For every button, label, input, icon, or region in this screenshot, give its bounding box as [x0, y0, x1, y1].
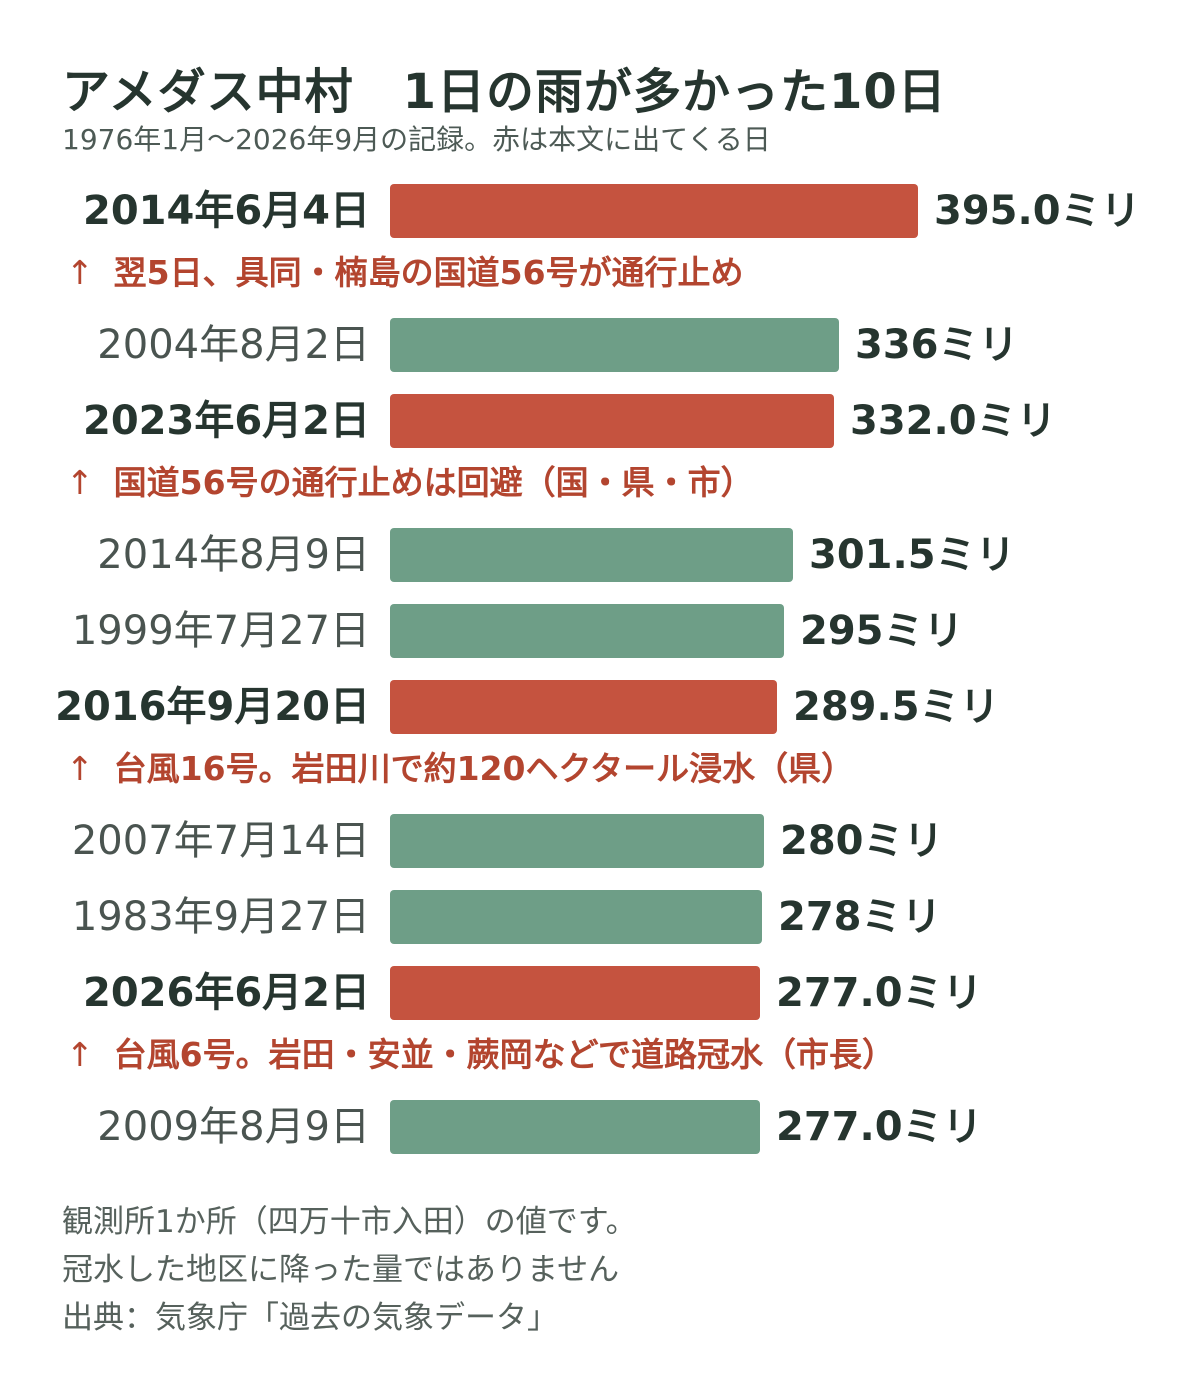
footer-line: 冠水した地区に降った量ではありません [62, 1252, 620, 1288]
bar [390, 604, 784, 658]
bar [390, 528, 793, 582]
footer-notes: 観測所1か所（四万十市入田）の値です。 冠水した地区に降った量ではありません 出… [62, 1198, 637, 1342]
bar [390, 966, 760, 1020]
value-label: 332.0ミリ [850, 398, 1057, 444]
footer-line: 観測所1か所（四万十市入田）の値です。 [62, 1204, 637, 1240]
category-label: 2023年6月2日 [83, 398, 370, 444]
annotation-note: ↑ 台風6号。岩田・安並・蕨岡などで道路冠水（市長） [66, 1038, 895, 1071]
category-label: 2026年6月2日 [83, 970, 370, 1016]
bar [390, 1100, 760, 1154]
value-label: 336ミリ [855, 322, 1019, 368]
up-arrow-icon: ↑ [66, 749, 94, 788]
annotation-text: 翌5日、具同・楠島の国道56号が通行止め [113, 253, 744, 292]
value-label: 395.0ミリ [934, 188, 1141, 234]
bar [390, 394, 834, 448]
category-label: 1999年7月27日 [71, 608, 370, 654]
category-label: 2004年8月2日 [97, 322, 370, 368]
category-label: 1983年9月27日 [71, 894, 370, 940]
value-label: 277.0ミリ [776, 1104, 983, 1150]
annotation-text: 台風16号。岩田川で約120ヘクタール浸水（県） [113, 749, 855, 788]
up-arrow-icon: ↑ [66, 1035, 94, 1074]
category-label: 2009年8月9日 [97, 1104, 370, 1150]
annotation-note: ↑ 国道56号の通行止めは回避（国・県・市） [66, 466, 754, 499]
value-label: 280ミリ [780, 818, 944, 864]
footer-line: 出典：気象庁「過去の気象データ」 [62, 1300, 558, 1336]
category-label: 2014年8月9日 [97, 532, 370, 578]
bar [390, 680, 777, 734]
up-arrow-icon: ↑ [66, 253, 94, 292]
annotation-text: 国道56号の通行止めは回避（国・県・市） [113, 463, 754, 502]
category-label: 2016年9月20日 [55, 684, 370, 730]
bar [390, 814, 764, 868]
value-label: 295ミリ [800, 608, 964, 654]
chart-subtitle: 1976年1月〜2026年9月の記録。赤は本文に出てくる日 [62, 123, 771, 156]
value-label: 278ミリ [778, 894, 942, 940]
value-label: 277.0ミリ [776, 970, 983, 1016]
value-label: 289.5ミリ [793, 684, 1000, 730]
value-label: 301.5ミリ [809, 532, 1016, 578]
bar [390, 890, 762, 944]
category-label: 2014年6月4日 [83, 188, 370, 234]
annotation-note: ↑ 台風16号。岩田川で約120ヘクタール浸水（県） [66, 752, 854, 785]
annotation-text: 台風6号。岩田・安並・蕨岡などで道路冠水（市長） [113, 1035, 895, 1074]
bar [390, 184, 918, 238]
category-label: 2007年7月14日 [71, 818, 370, 864]
up-arrow-icon: ↑ [66, 463, 94, 502]
chart-title: アメダス中村 1日の雨が多かった10日 [62, 64, 947, 120]
annotation-note: ↑ 翌5日、具同・楠島の国道56号が通行止め [66, 256, 744, 289]
bar [390, 318, 839, 372]
